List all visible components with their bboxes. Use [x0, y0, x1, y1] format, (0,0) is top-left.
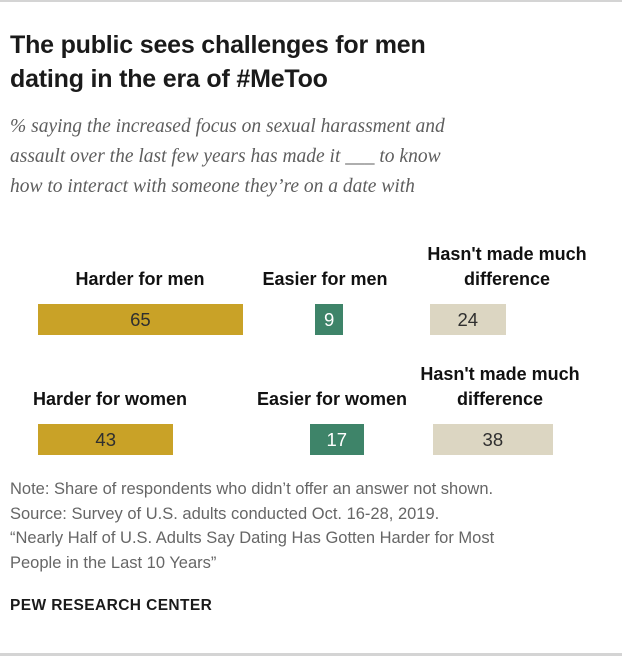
bar-value-no-difference-men: 24 — [457, 308, 479, 330]
bar-label-harder-for-women: Harder for women — [32, 389, 188, 409]
bar-harder-for-women: 43 — [38, 424, 174, 455]
bar-label-no-difference-men: Hasn't made much difference — [427, 244, 587, 289]
bar-label-no-difference-women: Hasn't made much difference — [420, 364, 580, 409]
page-title: The public sees challenges for men dating… — [10, 28, 612, 96]
report-title-line-2: People in the Last 10 Years” — [10, 553, 217, 572]
bar-value-easier-for-women: 17 — [326, 428, 348, 450]
chart-subtitle: % saying the increased focus on sexual h… — [10, 112, 612, 202]
page-title-line-1: The public sees challenges for men — [10, 31, 426, 59]
bar-label-easier-for-men: Easier for men — [262, 269, 388, 289]
bar-easier-for-men: 9 — [315, 304, 344, 335]
chart-subtitle-line-3: how to interact with someone they’re on … — [10, 176, 415, 197]
bar-easier-for-women: 17 — [310, 424, 364, 455]
bar-value-harder-for-men: 65 — [130, 308, 151, 330]
bar-value-easier-for-men: 9 — [324, 308, 335, 330]
note-line: Note: Share of respondents who didn’t of… — [10, 480, 494, 498]
bar-no-difference-men: 24 — [430, 304, 506, 335]
bar-chart: Harder for men Easier for men Hasn't mad… — [10, 242, 612, 455]
bar-label-harder-for-men: Harder for men — [75, 269, 205, 289]
bar-label-easier-for-women: Easier for women — [256, 389, 408, 409]
chart-subtitle-line-2: assault over the last few years has made… — [10, 146, 441, 167]
page-title-line-2: dating in the era of #MeToo — [10, 65, 328, 93]
chart-subtitle-line-1: % saying the increased focus on sexual h… — [10, 116, 445, 137]
chart-notes: Note: Share of respondents who didn’t of… — [10, 477, 612, 575]
bar-value-no-difference-women: 38 — [482, 428, 504, 450]
source-line: Source: Survey of U.S. adults conducted … — [10, 504, 440, 523]
report-title-line-1: “Nearly Half of U.S. Adults Say Dating H… — [10, 529, 495, 547]
brand-footer: PEW RESEARCH CENTER — [10, 597, 213, 614]
bar-value-harder-for-women: 43 — [95, 428, 116, 450]
bar-harder-for-men: 65 — [38, 304, 243, 335]
bar-no-difference-women: 38 — [433, 424, 553, 455]
